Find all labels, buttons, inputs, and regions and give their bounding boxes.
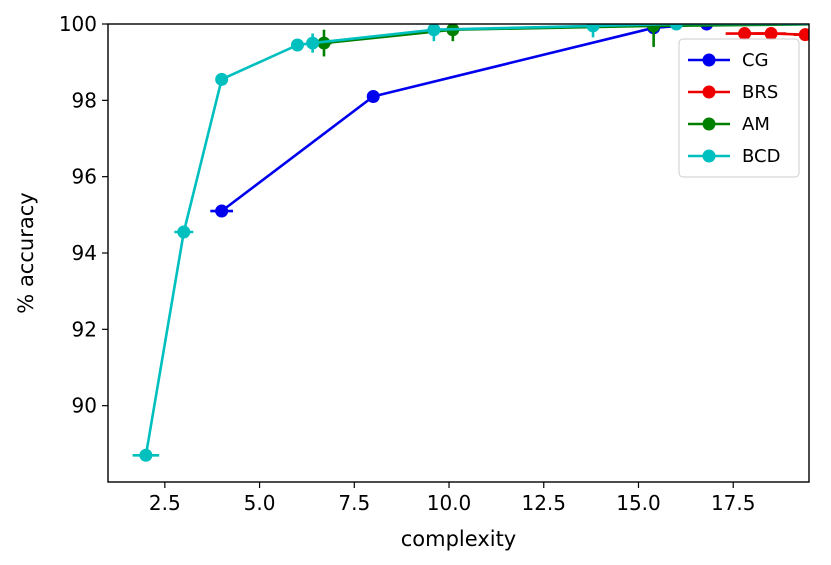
legend-marker (702, 117, 716, 131)
legend-marker (702, 53, 716, 67)
legend-item-am: AM (688, 114, 770, 135)
legend-label: AM (742, 114, 770, 135)
legend-item-brs: BRS (688, 82, 778, 103)
y-tick-label: 96 (72, 165, 97, 189)
data-point-am (647, 24, 661, 33)
data-point-bcd (669, 24, 683, 31)
data-point-bcd (139, 448, 153, 462)
y-tick-label: 98 (72, 88, 97, 112)
data-point-bcd (177, 225, 191, 239)
x-axis: 2.5 5.0 7.5 10.0 12.5 15.0 17.5 (149, 482, 756, 515)
legend-item-bcd: BCD (688, 146, 780, 167)
legend-label: BCD (742, 146, 780, 167)
x-tick-label: 7.5 (338, 491, 370, 515)
y-tick-label: 94 (72, 241, 97, 265)
data-point-brs (738, 27, 752, 41)
x-tick-label: 10.0 (427, 491, 472, 515)
y-axis: 90 92 94 96 98 100 (59, 12, 108, 418)
data-point-cg (215, 204, 229, 218)
x-tick-label: 2.5 (149, 491, 181, 515)
legend-item-cg: CG (688, 50, 769, 71)
y-tick-label: 90 (72, 394, 97, 418)
y-tick-label: 100 (59, 12, 97, 36)
x-tick-label: 12.5 (521, 491, 566, 515)
data-point-bcd (215, 72, 229, 86)
legend-box (678, 38, 800, 178)
data-point-bcd (306, 36, 320, 50)
data-point-brs (764, 27, 778, 41)
x-tick-label: 17.5 (711, 491, 756, 515)
legend-marker (702, 85, 716, 99)
series-brs (725, 27, 809, 42)
data-point-bcd (290, 38, 304, 52)
data-point-bcd (586, 24, 600, 33)
data-point-brs (798, 28, 809, 42)
data-point-bcd (427, 24, 441, 37)
x-tick-label: 15.0 (616, 491, 661, 515)
data-point-cg (366, 90, 380, 104)
legend-marker (702, 149, 716, 163)
legend: CG BRS AM BCD (678, 38, 800, 178)
x-axis-label: complexity (401, 527, 517, 551)
y-tick-label: 92 (72, 317, 97, 341)
x-tick-label: 5.0 (244, 491, 276, 515)
y-axis-label: % accuracy (14, 192, 38, 313)
legend-label: CG (742, 50, 769, 71)
legend-label: BRS (742, 82, 778, 103)
